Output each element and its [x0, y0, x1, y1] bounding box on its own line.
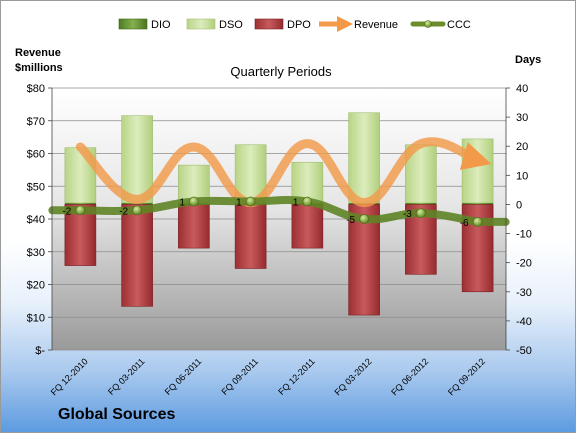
legend-label-dio: DIO [151, 19, 171, 31]
ccc-point [416, 208, 426, 219]
revenue-series [75, 137, 492, 208]
legend-label-ccc: CCC [447, 19, 471, 31]
chart-title: Quarterly Periods [230, 64, 332, 79]
ccc-point [75, 205, 86, 216]
left-tick-label: $20 [27, 280, 45, 292]
right-tick-label: -20 [516, 258, 532, 270]
x-tick-label: FQ 03-2012 [333, 356, 374, 397]
ccc-point [472, 217, 483, 227]
x-tick-label: FQ 12-2010 [49, 356, 90, 397]
dpo-bar [121, 204, 153, 307]
dpo-bar [291, 204, 324, 249]
dpo-bar [234, 204, 267, 269]
legend-label-dso: DSO [219, 19, 243, 31]
dio-bar [64, 202, 96, 205]
dpo-bar [178, 204, 210, 249]
right-tick-label: -30 [516, 287, 532, 299]
right-tick-label: 30 [516, 112, 528, 124]
x-tick-label: FQ 06-2011 [163, 356, 204, 397]
legend-swatch-dio [118, 18, 148, 30]
left-tick-label: $50 [27, 181, 45, 193]
right-tick-label: 0 [516, 199, 522, 211]
ccc-data-label: 1 [236, 198, 242, 209]
dio-bar [462, 202, 494, 205]
left-tick-label: $30 [27, 247, 45, 259]
left-tick-label: $70 [27, 116, 45, 128]
right-tick-label: 20 [516, 141, 528, 153]
ccc-point [359, 214, 369, 224]
dso-bar [121, 115, 153, 204]
left-axis-label-line2: $millions [15, 62, 63, 74]
x-tick-label: FQ 09-2012 [446, 356, 487, 397]
ccc-data-label: -5 [346, 215, 355, 226]
ccc-point [302, 196, 313, 207]
ccc-series: -2 -2 1 1 1 -5 -3 -6 [48, 195, 510, 229]
right-axis-label: Days [515, 54, 541, 66]
legend-swatch-ccc-dot [424, 20, 432, 28]
ccc-data-label: -2 [62, 206, 71, 217]
left-tick-label: $60 [27, 149, 45, 161]
left-tick-label: $80 [27, 83, 45, 95]
ccc-data-label: -2 [119, 206, 128, 217]
dso-bar [291, 161, 324, 204]
legend-item-dio: DIO [118, 18, 171, 31]
legend-item-dso: DSO [186, 18, 243, 31]
ccc-point [245, 196, 256, 207]
legend-label-revenue: Revenue [354, 19, 398, 31]
x-tick-label: FQ 12-2011 [276, 356, 317, 397]
legend-item-revenue: Revenue [319, 15, 398, 33]
legend-swatch-dso [186, 18, 216, 30]
legend-item-ccc: CCC [410, 19, 471, 31]
legend-item-dpo: DPO [254, 18, 311, 31]
dso-bar [178, 164, 210, 204]
right-tick-label: 40 [516, 83, 528, 95]
ccc-data-label: 1 [293, 198, 299, 209]
legend: DIO DSO DPO Revenue CCC [118, 15, 471, 33]
dso-bar [461, 138, 494, 204]
x-tick-label: FQ 03-2011 [106, 356, 147, 397]
ccc-data-label: -3 [403, 209, 412, 220]
x-tick-label: FQ 06-2012 [389, 356, 430, 397]
company-name: Global Sources [58, 406, 176, 423]
ccc-data-label: 1 [179, 198, 185, 209]
left-axis-label-line1: Revenue [15, 47, 61, 59]
x-tick-label: FQ 09-2011 [219, 356, 260, 397]
legend-swatch-dpo [254, 18, 284, 30]
legend-label-dpo: DPO [287, 19, 311, 31]
dso-bar [348, 112, 380, 204]
right-tick-label: -40 [516, 316, 532, 328]
right-tick-label: -50 [516, 345, 532, 357]
left-tick-label: $10 [27, 312, 45, 324]
ccc-data-label: -6 [460, 218, 469, 229]
revenue-line [75, 137, 492, 208]
left-tick-label: $- [35, 345, 45, 357]
bar-series [64, 112, 494, 316]
left-tick-label: $40 [27, 214, 45, 226]
right-tick-label: -10 [516, 229, 532, 241]
right-tick-label: 10 [516, 170, 528, 182]
dio-bar [405, 202, 437, 205]
ccc-point [189, 196, 199, 207]
ccc-point [132, 205, 142, 216]
